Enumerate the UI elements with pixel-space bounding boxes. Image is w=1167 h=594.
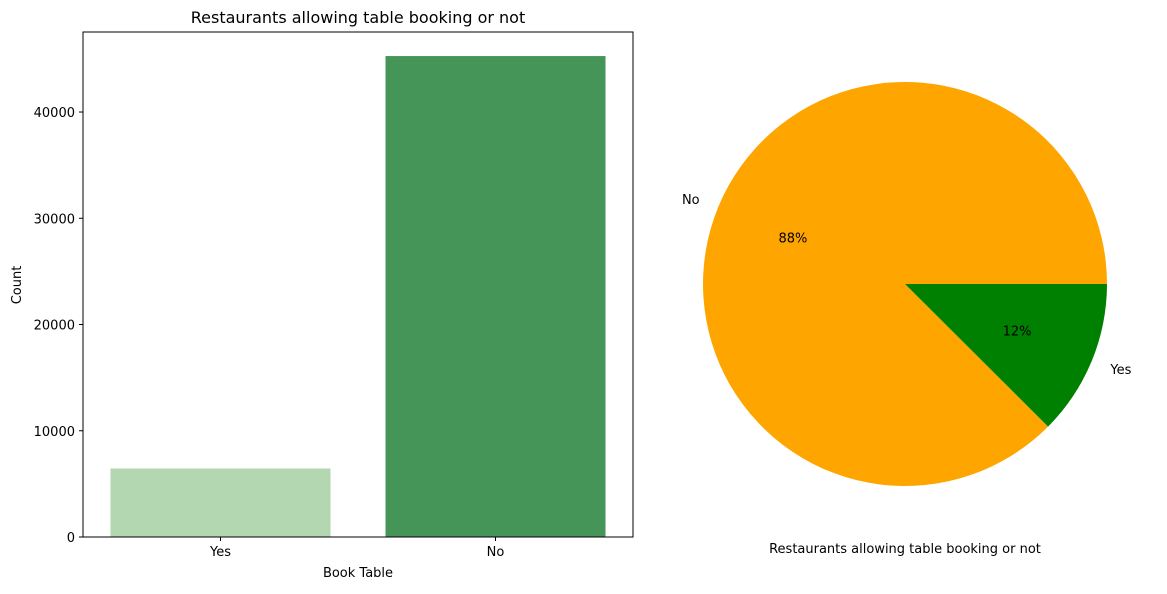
pie-labels: No 88% Yes 12% [682,193,1132,378]
y-tick-label: 0 [67,531,75,546]
x-axis-ticks: Yes No [209,537,504,560]
bar-yes [110,468,331,537]
x-axis-label: Book Table [323,566,393,581]
pie-slice-label: No [682,193,700,208]
pie-percent-label: 88% [779,232,808,247]
bar-chart-title: Restaurants allowing table booking or no… [191,8,526,27]
plot-frame [82,31,634,538]
bar-series [110,56,606,538]
x-tick-label: Yes [209,545,231,560]
x-tick-label: No [487,545,505,560]
pie-slice-no [703,82,1107,486]
y-axis-label: Count [10,266,25,305]
y-tick-label: 40000 [34,106,75,121]
bar-no [385,56,606,538]
bar-chart: Restaurants allowing table booking or no… [10,8,634,581]
y-tick-label: 10000 [34,425,75,440]
pie-slices [703,82,1107,486]
pie-percent-label: 12% [1003,324,1032,339]
pie-chart: No 88% Yes 12% Restaurants allowing table b… [682,82,1132,557]
y-tick-label: 20000 [34,319,75,334]
pie-chart-caption: Restaurants allowing table booking or no… [769,542,1041,557]
y-axis-ticks: 0 10000 20000 30000 40000 [34,106,83,546]
pie-slice-yes [905,284,1107,427]
pie-slice-label: Yes [1109,363,1131,378]
y-tick-label: 30000 [34,212,75,227]
